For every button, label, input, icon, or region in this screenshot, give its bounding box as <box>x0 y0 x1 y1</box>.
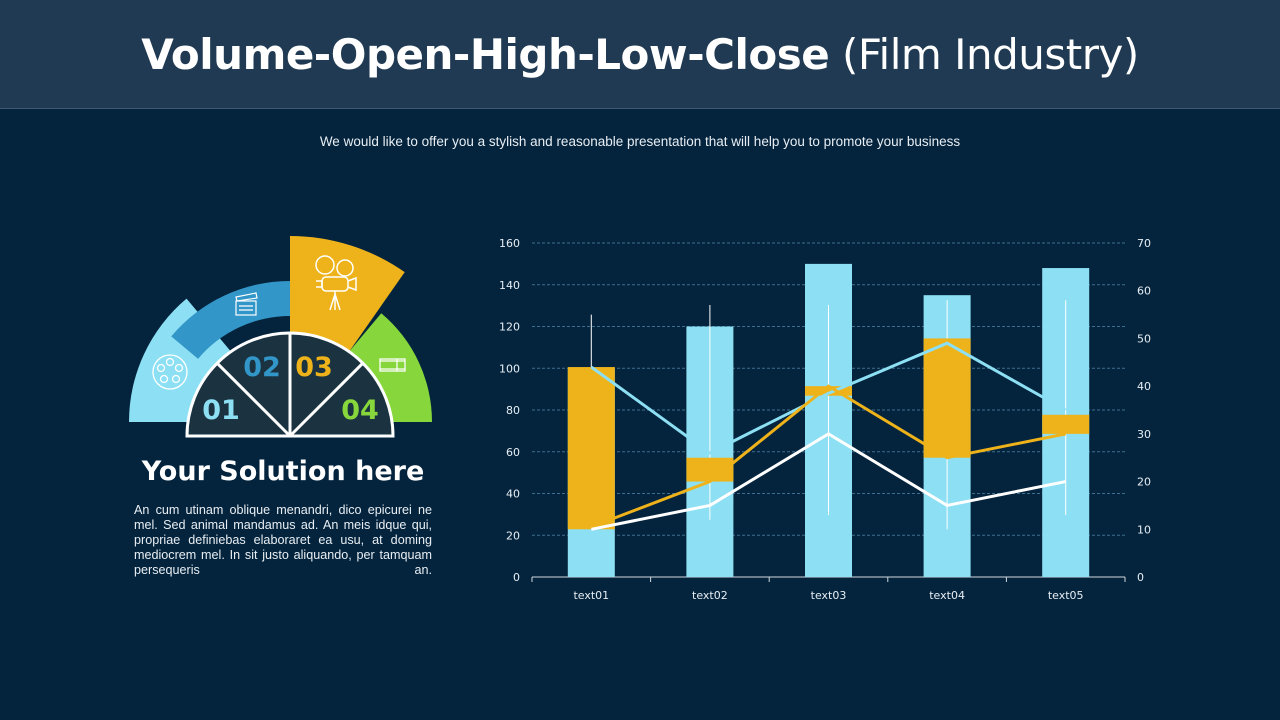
y-tick-label: 40 <box>506 488 520 501</box>
line-low-line <box>591 432 1066 531</box>
x-tick-label: text02 <box>692 589 728 602</box>
segment-02-arc <box>171 281 290 359</box>
segment-number-02: 02 <box>243 352 281 383</box>
candle-body-text05 <box>1042 414 1090 434</box>
clap-lines <box>239 305 253 311</box>
title-bold: Volume-Open-High-Low-Close <box>141 29 830 79</box>
vohlc-chart: 0 20 40 60 80 100 120 140 160 0 10 20 30 40 50 60 70 text… <box>499 237 1151 602</box>
y-tick-label: 60 <box>506 446 520 459</box>
line-open-line <box>590 384 1066 529</box>
y2-tick-label: 70 <box>1137 237 1151 250</box>
reel-hole <box>174 363 184 373</box>
y2-tick-label: 30 <box>1137 428 1151 441</box>
title-rest: (Film Industry) <box>829 29 1139 79</box>
candle-body-text01 <box>567 367 615 530</box>
segment-number-03: 03 <box>295 352 333 383</box>
solution-body: An cum utinam oblique menandri, dico epi… <box>134 503 432 577</box>
y2-tick-label: 40 <box>1137 380 1151 393</box>
x-tick-label: text01 <box>573 589 609 602</box>
y2-tick-label: 50 <box>1137 332 1151 345</box>
movie-camera-icon <box>315 255 357 311</box>
semicircle-divider <box>288 362 364 438</box>
reel-outer <box>152 354 188 390</box>
x-tick-label: text05 <box>1048 589 1084 602</box>
y2-tick-label: 60 <box>1137 285 1151 298</box>
reel-hole <box>171 374 181 384</box>
y2-tick-label: 20 <box>1137 476 1151 489</box>
candle-body-text02 <box>686 457 734 482</box>
candle-body-text03 <box>805 386 852 396</box>
segment-03-wedge <box>290 236 405 355</box>
x-tick-label: text04 <box>929 589 965 602</box>
y-tick-label: 100 <box>499 362 520 375</box>
header: Volume-Open-High-Low-Close (Film Industr… <box>0 0 1280 109</box>
strip-lines <box>380 359 405 371</box>
clap-top <box>235 292 258 302</box>
y-tick-label: 140 <box>499 279 520 292</box>
solution-title: Your Solution here <box>141 456 425 487</box>
reel-hole <box>165 357 175 367</box>
candle-body-text04 <box>923 338 971 458</box>
segment-number-01: 01 <box>202 395 240 426</box>
page-title: Volume-Open-High-Low-Close (Film Industr… <box>141 30 1139 79</box>
clap-body <box>235 300 257 316</box>
y2-tick-label: 0 <box>1137 571 1144 584</box>
line-high-line <box>590 341 1067 455</box>
clapperboard-icon <box>235 292 258 316</box>
y-tick-label: 120 <box>499 321 520 334</box>
cam-reel <box>336 259 354 277</box>
cam-parts <box>316 276 357 311</box>
x-tick-label: text03 <box>811 589 847 602</box>
reel-hole <box>156 363 166 373</box>
film-strip-icon <box>379 358 406 372</box>
y-tick-label: 0 <box>513 571 520 584</box>
reel-hole <box>159 374 169 384</box>
y-tick-label: 160 <box>499 237 520 250</box>
y-tick-label: 20 <box>506 529 520 542</box>
y2-tick-label: 10 <box>1137 523 1151 536</box>
strip-body <box>379 358 406 372</box>
subtitle: We would like to offer you a stylish and… <box>319 134 961 149</box>
y-tick-label: 80 <box>506 404 520 417</box>
film-reel-icon <box>152 354 188 390</box>
semicircle-divider <box>216 362 292 438</box>
segment-number-04: 04 <box>341 395 379 426</box>
cam-reel <box>315 255 335 275</box>
